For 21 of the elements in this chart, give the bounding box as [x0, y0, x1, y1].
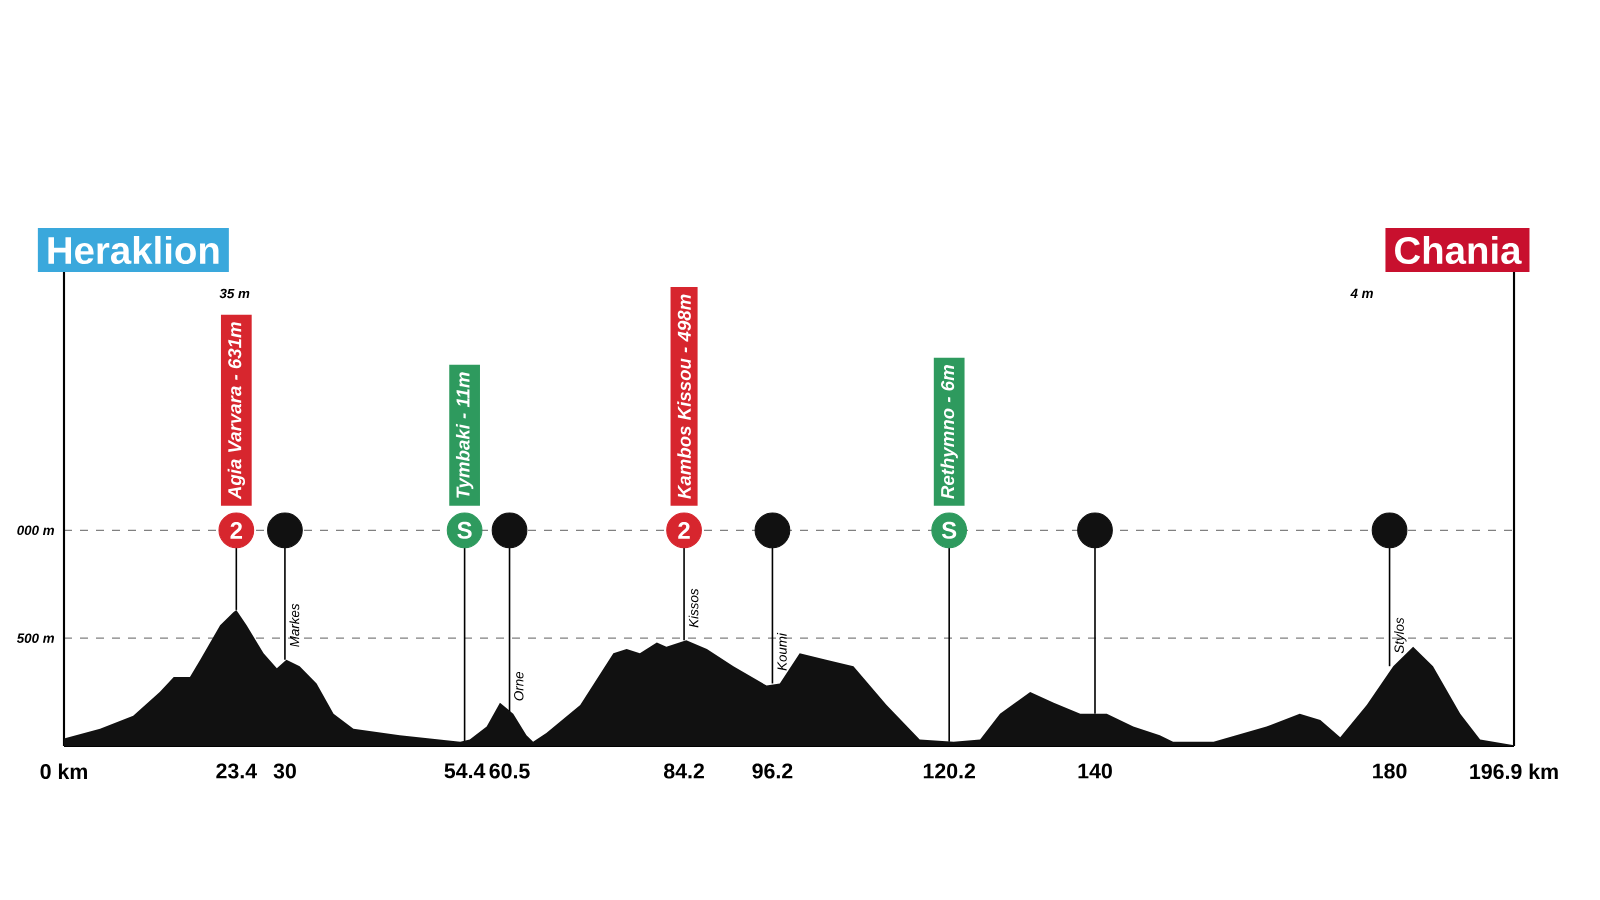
annotation: Kambos Kissou - 498m [677, 294, 691, 499]
x-tick-label: 180 [1373, 763, 1407, 779]
annotation: S [457, 521, 472, 539]
x-tick-label: 84.2 [663, 763, 704, 779]
annotation: Chania [1395, 235, 1522, 265]
annotation: 2 [230, 521, 243, 539]
annotation: 2 [678, 521, 690, 539]
annotation: Rethymno - 6m [940, 365, 958, 499]
annotation: Agia Varvara - 631m [227, 322, 246, 500]
x-tick-label: 54.4 [444, 763, 486, 779]
x-tick-label: 30 [273, 763, 296, 779]
x-tick-label: 23.4 [216, 763, 257, 779]
x-tick-label: 60.5 [489, 763, 530, 779]
annotation: S [941, 521, 957, 539]
annotation: Tymbaki - 11m [455, 372, 474, 498]
x-tick-label: 0 km [40, 763, 87, 780]
x-tick-label: 196.9 km [1470, 763, 1558, 780]
annotation: Heraklion [48, 235, 219, 265]
x-tick-label: 140 [1078, 763, 1112, 779]
x-tick-label: 96.2 [752, 763, 793, 779]
x-tick-label: 120.2 [923, 763, 975, 779]
